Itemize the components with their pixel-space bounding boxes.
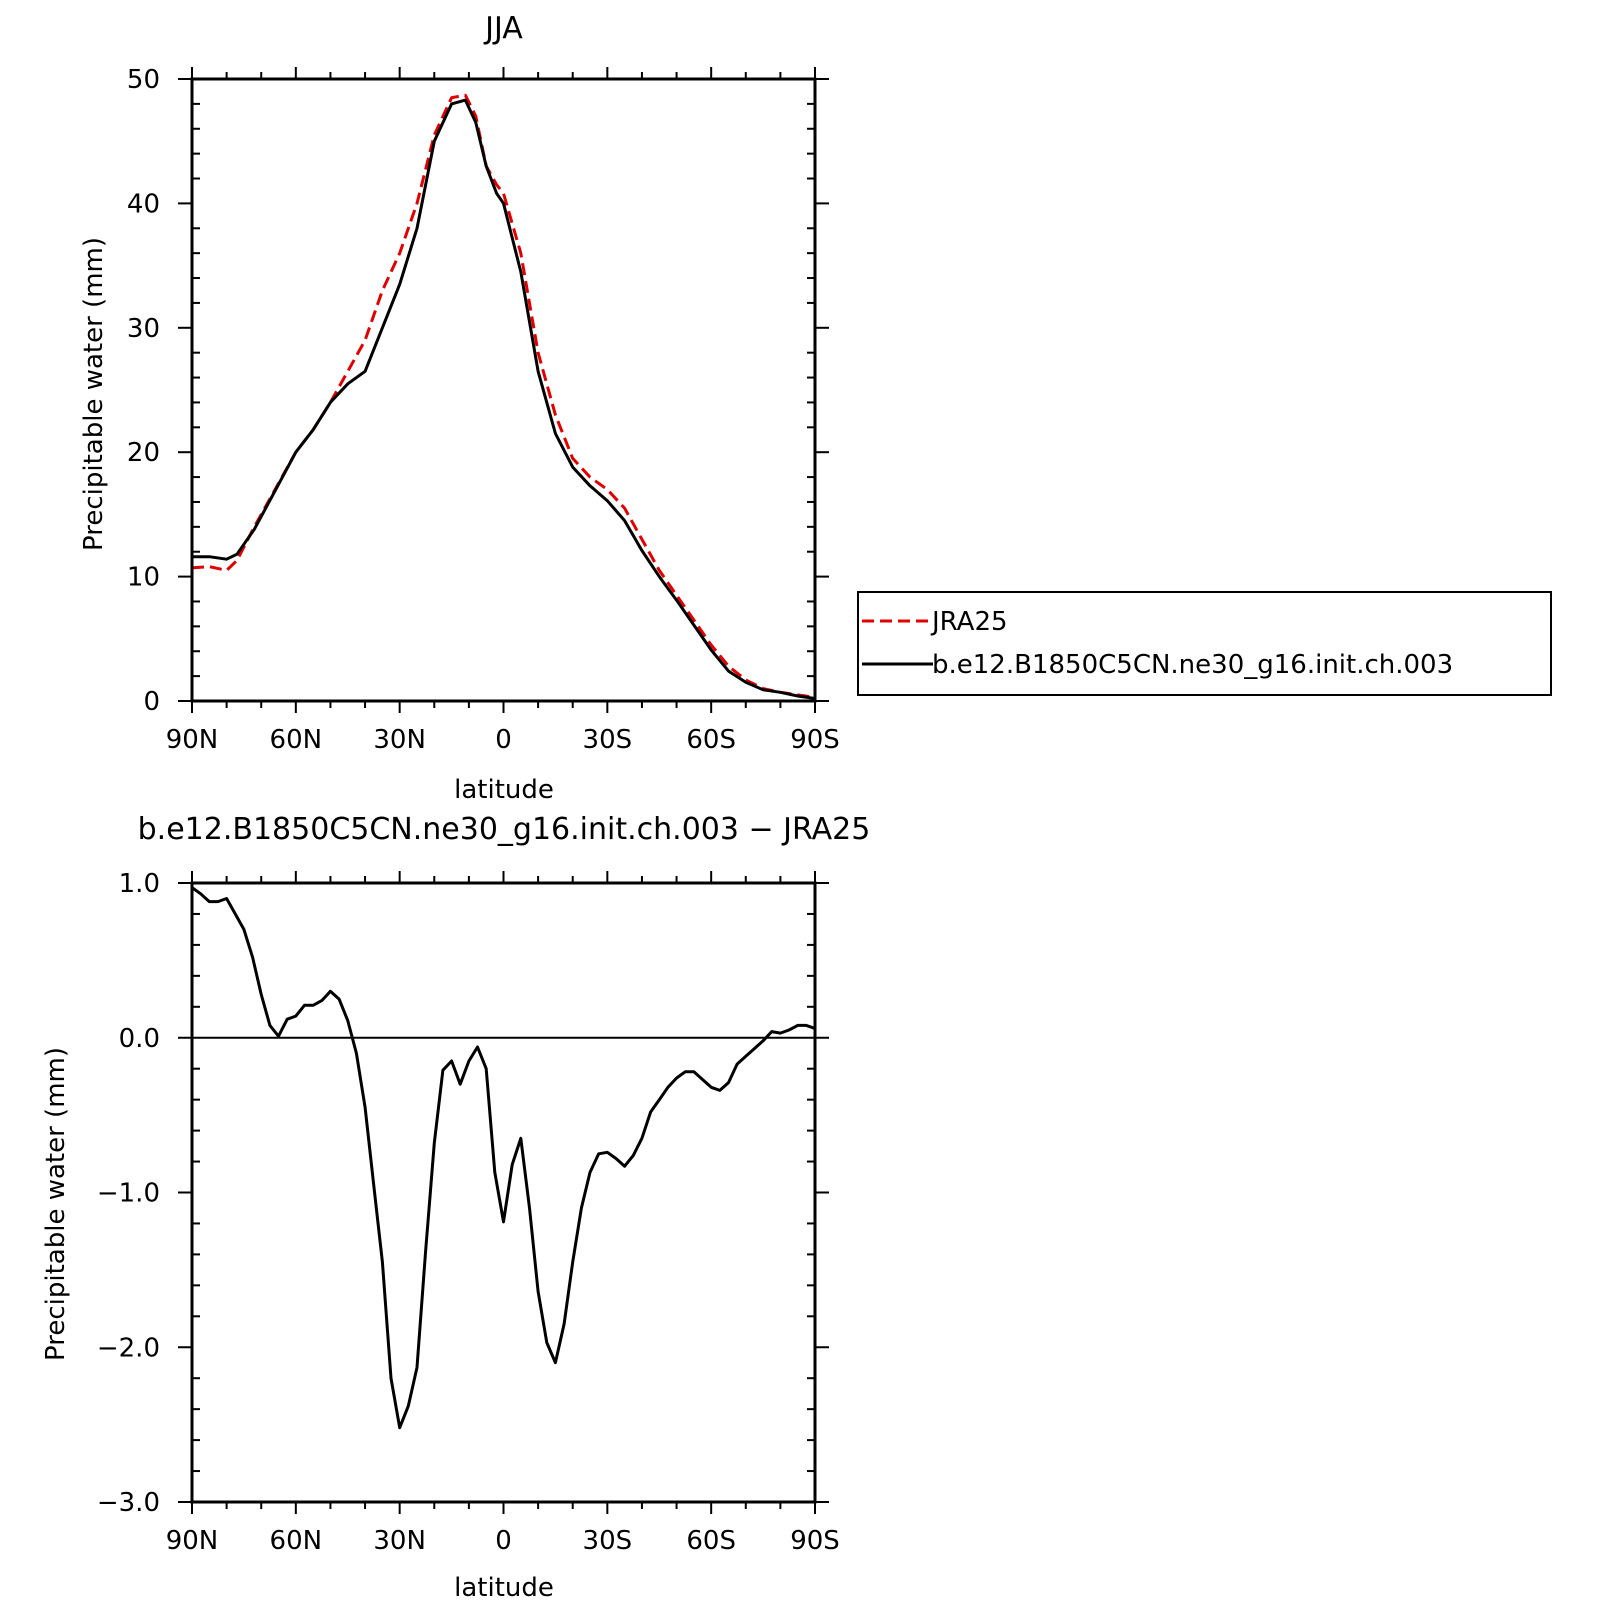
x-tick-labels: 90N 60N 30N 0 30S 60S 90S [166, 1526, 840, 1556]
plot-frame [190, 881, 817, 1504]
y-tick-label: 10 [127, 563, 160, 593]
y-tick-label: 40 [127, 189, 160, 219]
series-line-model [192, 98, 816, 700]
x-tick-label: 30N [373, 1526, 426, 1556]
series-line-jra25 [191, 93, 816, 699]
y-tick-label: −1.0 [97, 1179, 160, 1209]
x-tick-labels: 90N 60N 30N 0 30S 60S 90S [166, 725, 840, 755]
x-tick-label: 90N [166, 725, 219, 755]
panel-climatology: JJA 0 10 20 30 40 50 90N 60N 30N 0 30S 60S 90S lati… [79, 11, 840, 805]
x-tick-label: 0 [495, 725, 512, 755]
legend-label-jra25: JRA25 [930, 607, 1008, 637]
x-axis-title: latitude [454, 1573, 554, 1603]
y-tick-label: 20 [127, 438, 160, 468]
x-tick-label: 30N [373, 725, 426, 755]
y-axis-title: Precipitable water (mm) [79, 237, 109, 551]
x-tick-label: 90N [166, 1526, 219, 1556]
x-tick-label: 60N [270, 725, 323, 755]
x-tick-label: 60S [686, 1526, 736, 1556]
y-tick-label: 0 [143, 687, 160, 717]
y-tick-labels: 1.0 0.0 −1.0 −2.0 −3.0 [97, 869, 160, 1518]
y-axis-title: Precipitable water (mm) [41, 1047, 71, 1361]
y-tick-label: 50 [127, 65, 160, 95]
x-tick-label: 0 [495, 1526, 512, 1556]
legend: JRA25 b.e12.B1850C5CN.ne30_g16.init.ch.0… [857, 591, 1552, 696]
y-tick-label: −2.0 [97, 1333, 160, 1363]
y-tick-label: 0.0 [119, 1024, 160, 1054]
legend-box [857, 591, 1552, 696]
series-line-difference [191, 886, 816, 1430]
x-tick-label: 30S [583, 725, 633, 755]
x-tick-label: 90S [790, 725, 840, 755]
x-axis-title: latitude [454, 775, 554, 805]
y-tick-label: −3.0 [97, 1488, 160, 1518]
ticks [178, 871, 829, 1514]
x-tick-label: 30S [583, 1526, 633, 1556]
panel-difference: b.e12.B1850C5CN.ne30_g16.init.ch.003 − J… [41, 812, 870, 1603]
legend-label-model: b.e12.B1850C5CN.ne30_g16.init.ch.003 [932, 650, 1453, 680]
panel-title: b.e12.B1850C5CN.ne30_g16.init.ch.003 − J… [138, 812, 871, 847]
y-tick-label: 30 [127, 314, 160, 344]
x-tick-label: 60S [686, 725, 736, 755]
plot-area [190, 77, 817, 703]
x-tick-label: 90S [790, 1526, 840, 1556]
plot-area [190, 881, 817, 1504]
y-tick-labels: 0 10 20 30 40 50 [127, 65, 160, 717]
y-tick-label: 1.0 [119, 869, 160, 899]
plot-frame [190, 77, 817, 703]
x-tick-label: 60N [270, 1526, 323, 1556]
panel-title: JJA [483, 11, 523, 46]
ticks [178, 67, 829, 713]
